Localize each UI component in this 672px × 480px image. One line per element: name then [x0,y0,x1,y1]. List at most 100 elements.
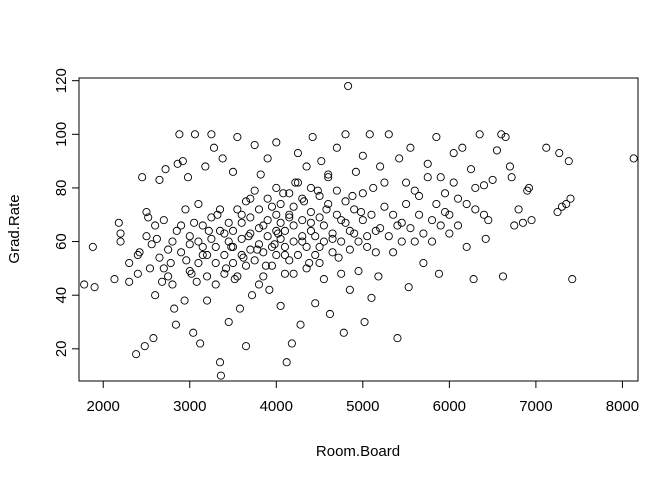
data-point [144,213,153,222]
data-point [348,191,357,201]
data-point [471,183,480,192]
data-point [280,226,289,235]
data-point [507,173,516,182]
data-point [432,132,441,142]
data-point [228,242,238,251]
data-point [341,130,350,139]
data-point [196,339,205,348]
data-point [110,275,119,284]
data-point [358,151,367,160]
data-point [185,267,194,276]
data-point [566,194,575,203]
data-point [224,218,233,227]
data-point [287,339,296,348]
data-point [216,371,225,380]
data-point [358,189,367,198]
data-point [432,199,441,209]
data-point [207,130,216,139]
data-point [241,261,251,270]
data-point [272,210,281,219]
data-point [344,81,353,91]
data-point [492,146,502,155]
data-point [192,277,201,286]
data-point [185,232,194,241]
data-point [350,205,359,214]
data-point [354,267,363,276]
data-point [250,256,259,265]
data-point [296,320,305,329]
data-point [380,202,389,211]
data-point [315,213,324,222]
x-tick-label: 7000 [519,398,552,415]
data-point [404,283,413,292]
data-point [328,229,337,238]
data-point [406,224,415,233]
data-point [237,210,246,219]
data-point [410,186,419,195]
data-point [125,277,134,286]
data-point [194,199,203,209]
data-point [337,269,346,278]
data-point [449,149,458,158]
data-point [423,173,432,182]
data-point [151,291,160,300]
data-point [371,248,380,257]
data-point [224,237,233,246]
data-point [328,248,337,257]
data-point [311,232,320,241]
data-point [201,162,210,171]
data-point [133,269,142,278]
data-point [168,237,177,246]
data-point [142,232,151,241]
data-point [116,229,125,238]
data-point [629,154,638,163]
x-tick-label: 2000 [87,398,120,415]
y-tick-label: 100 [53,122,70,147]
data-point [276,301,285,310]
data-point [285,210,294,219]
data-point [479,181,489,190]
data-point [116,237,125,246]
data-point [203,272,212,281]
data-point [246,245,255,254]
data-point [211,242,220,251]
data-point [171,320,180,329]
data-point [479,210,489,219]
data-point [419,258,428,268]
data-point [263,194,272,203]
data-point [177,248,186,257]
data-point [254,224,264,233]
data-point [273,229,283,238]
data-point [374,272,383,281]
data-point [272,226,281,235]
x-tick-label: 6000 [433,398,466,415]
data-point [523,186,532,195]
data-point [285,189,294,198]
x-tick-label: 4000 [260,398,293,415]
data-point [319,237,328,246]
data-point [159,264,168,273]
data-point [380,178,389,187]
data-point [293,250,302,260]
data-point [313,186,322,195]
data-point [289,269,298,278]
data-point [484,216,493,225]
y-tick-label: 120 [53,68,70,93]
data-point [276,234,285,243]
data-point [272,250,281,260]
data-point [135,248,144,257]
data-point [170,304,179,313]
data-point [471,205,480,214]
data-point [505,162,514,171]
data-point [250,186,259,195]
data-point [218,154,227,163]
data-point [428,237,437,246]
data-point [280,250,289,260]
data-point [305,258,314,268]
data-point [302,242,311,251]
data-point [220,250,229,260]
data-point [350,229,359,238]
data-point [248,291,257,300]
data-point [498,272,508,281]
data-point [190,218,199,227]
